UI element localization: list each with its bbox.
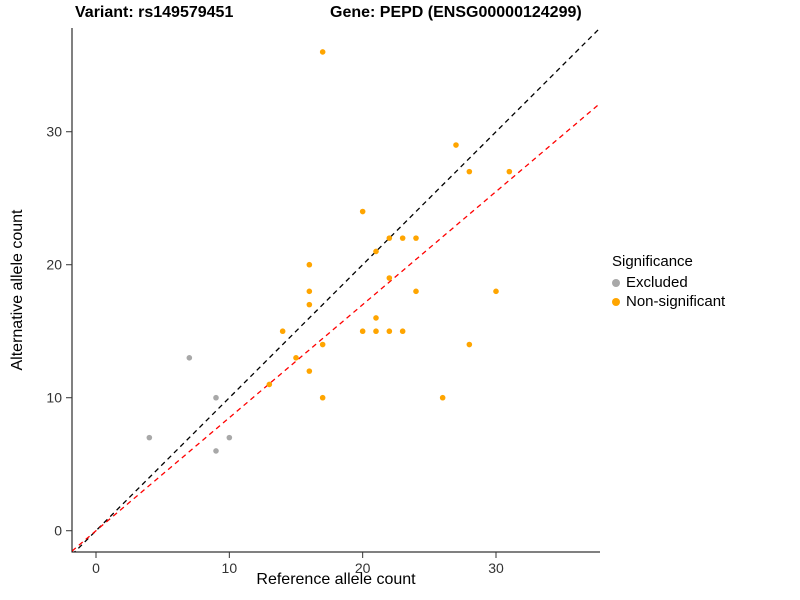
y-tick-label: 20	[46, 257, 62, 273]
y-tick-label: 30	[46, 124, 62, 140]
x-tick-label: 20	[355, 560, 371, 576]
legend-dot-icon	[612, 297, 620, 306]
legend-items: Excluded Non-significant	[612, 274, 725, 310]
data-point-non-significant	[386, 275, 393, 281]
data-point-excluded	[146, 434, 153, 441]
data-point-non-significant	[399, 235, 406, 241]
legend-dot-icon	[612, 278, 620, 287]
identity-line	[73, 28, 600, 552]
data-point-non-significant	[466, 341, 473, 348]
y-axis-label: Alternative allele count	[9, 209, 26, 371]
x-axis-label: Reference allele count	[256, 571, 416, 588]
data-point-non-significant	[319, 394, 326, 401]
data-point-non-significant	[373, 328, 379, 335]
legend-item: Excluded	[612, 274, 725, 291]
legend: Significance Excluded Non-significant	[612, 253, 725, 312]
data-point-excluded	[186, 355, 193, 361]
data-point-non-significant	[319, 49, 326, 55]
legend-title: Significance	[612, 253, 693, 270]
axis-lines	[71, 28, 600, 553]
data-point-excluded	[226, 434, 233, 441]
fit-line	[72, 102, 600, 552]
x-tick-label: 30	[488, 560, 504, 576]
data-point-non-significant	[359, 208, 366, 215]
data-point-non-significant	[266, 381, 273, 388]
data-point-non-significant	[386, 328, 393, 335]
data-point-non-significant	[306, 368, 313, 374]
data-point-non-significant	[293, 355, 299, 361]
legend-item-label: Non-significant	[626, 293, 726, 310]
x-tick-label: 0	[92, 560, 100, 576]
x-tick-label: 10	[222, 560, 238, 576]
data-point-non-significant	[439, 394, 446, 401]
data-point-excluded	[213, 448, 219, 454]
y-tick-label: 10	[46, 390, 62, 406]
data-point-non-significant	[413, 235, 419, 241]
gene-title: Gene: PEPD (ENSG00000124299)	[330, 4, 582, 21]
data-point-non-significant	[319, 341, 326, 348]
y-tick-label: 0	[54, 523, 62, 539]
data-point-non-significant	[373, 315, 379, 321]
data-point-non-significant	[306, 288, 313, 295]
data-point-non-significant	[413, 288, 419, 295]
data-point-non-significant	[399, 328, 406, 335]
data-point-non-significant	[386, 235, 393, 241]
legend-item: Non-significant	[612, 293, 725, 310]
data-point-non-significant	[306, 261, 313, 268]
data-point-excluded	[213, 394, 219, 401]
data-point-non-significant	[506, 168, 513, 175]
data-point-non-significant	[373, 248, 379, 255]
data-point-non-significant	[466, 168, 473, 175]
data-point-non-significant	[493, 288, 499, 295]
data-point-non-significant	[359, 328, 366, 335]
legend-item-label: Excluded	[626, 274, 688, 291]
data-point-non-significant	[279, 328, 286, 335]
data-point-non-significant	[306, 301, 313, 308]
data-point-non-significant	[453, 142, 459, 148]
variant-title: Variant: rs149579451	[75, 4, 234, 21]
